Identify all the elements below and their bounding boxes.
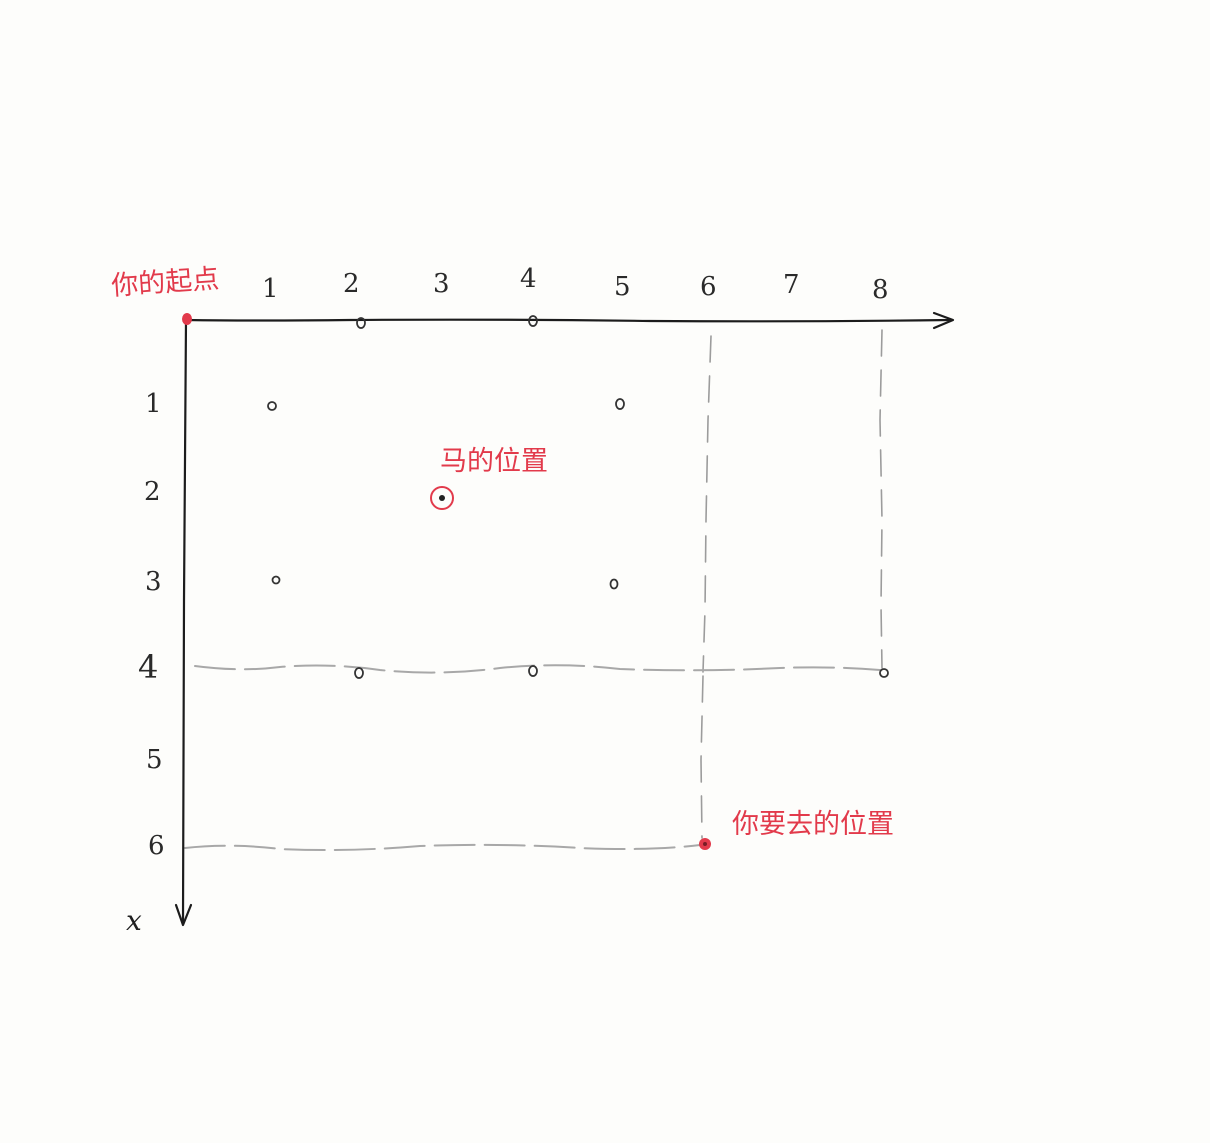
- guide-column-8: [879, 329, 883, 669]
- top-tick-4: 4: [520, 264, 537, 294]
- blocked-point: [271, 575, 281, 585]
- left-tick-2: 2: [144, 477, 161, 507]
- blocked-point: [528, 665, 538, 677]
- blocked-point: [267, 401, 277, 411]
- top-axis-arrowhead: [932, 311, 955, 330]
- start-point: [182, 313, 192, 325]
- blocked-point: [528, 315, 538, 327]
- horse-point: [439, 495, 445, 501]
- horse-ring: [430, 486, 454, 510]
- target-label: 你要去的位置: [732, 809, 894, 840]
- horse-label: 马的位置: [440, 446, 548, 477]
- top-tick-7: 7: [783, 270, 800, 300]
- target-point-center: [703, 842, 707, 846]
- top-tick-2: 2: [343, 269, 360, 299]
- top-axis-line: [184, 318, 952, 323]
- left-tick-1: 1: [145, 389, 162, 419]
- left-tick-3: 3: [145, 567, 162, 597]
- top-tick-6: 6: [700, 272, 717, 302]
- left-tick-6: 6: [148, 831, 165, 861]
- axis-x-label: x: [126, 904, 142, 937]
- guide-column-6: [702, 335, 712, 673]
- left-axis-arrowhead: [174, 903, 193, 927]
- left-axis-line: [181, 318, 188, 924]
- top-tick-1: 1: [262, 274, 279, 304]
- blocked-point: [879, 668, 889, 678]
- top-tick-8: 8: [872, 275, 889, 305]
- guide-row-4: [194, 664, 881, 674]
- blocked-point: [354, 667, 364, 679]
- top-tick-3: 3: [433, 269, 450, 299]
- blocked-point: [356, 317, 366, 329]
- blocked-point: [609, 578, 619, 590]
- left-tick-4: 4: [138, 648, 158, 686]
- start-label: 你的起点: [110, 264, 220, 302]
- left-tick-5: 5: [146, 745, 163, 775]
- guide-row-6: [184, 843, 701, 851]
- top-tick-5: 5: [614, 272, 631, 302]
- blocked-point: [615, 398, 625, 410]
- guide-column-6-lower: [700, 675, 704, 839]
- top-axis-ticks: 1 2 3 4 5 6 7 8: [262, 264, 889, 305]
- left-axis-ticks: 1 2 3 4 5 6: [138, 389, 165, 861]
- blocked-points: [267, 315, 889, 679]
